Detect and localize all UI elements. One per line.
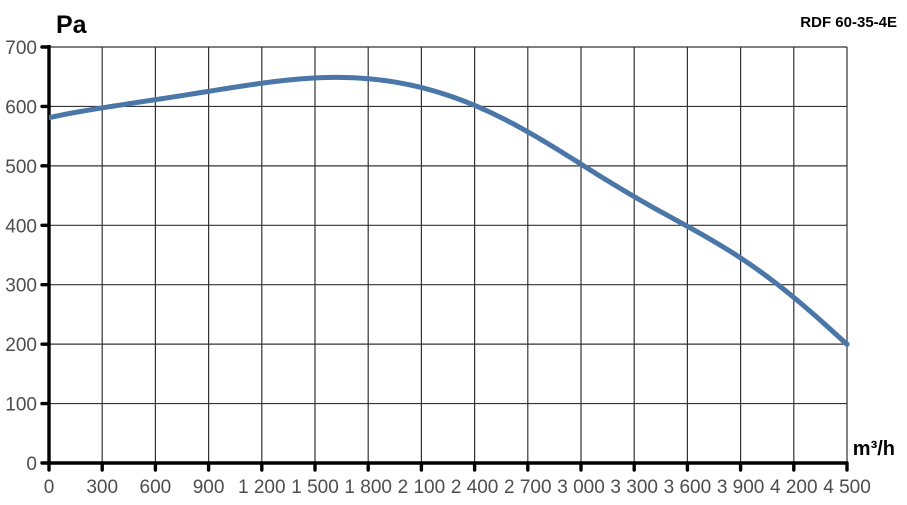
svg-text:2 100: 2 100: [398, 477, 446, 498]
svg-text:3 300: 3 300: [610, 477, 658, 498]
svg-text:700: 700: [5, 38, 37, 59]
svg-text:2 700: 2 700: [504, 477, 552, 498]
svg-text:1 200: 1 200: [238, 477, 286, 498]
svg-text:2 400: 2 400: [451, 477, 499, 498]
svg-text:1 800: 1 800: [344, 477, 392, 498]
svg-text:0: 0: [26, 454, 37, 475]
svg-text:100: 100: [5, 395, 37, 416]
svg-text:3 000: 3 000: [557, 477, 605, 498]
svg-text:500: 500: [5, 157, 37, 178]
svg-text:400: 400: [5, 216, 37, 237]
svg-text:200: 200: [5, 335, 37, 356]
svg-text:1 500: 1 500: [291, 477, 339, 498]
svg-text:600: 600: [5, 97, 37, 118]
svg-text:300: 300: [86, 477, 118, 498]
svg-text:0: 0: [44, 477, 55, 498]
svg-text:4 200: 4 200: [770, 477, 818, 498]
svg-text:300: 300: [5, 276, 37, 297]
svg-text:3 900: 3 900: [717, 477, 765, 498]
svg-text:600: 600: [140, 477, 172, 498]
svg-text:4 500: 4 500: [823, 477, 871, 498]
svg-text:900: 900: [193, 477, 225, 498]
svg-text:3 600: 3 600: [664, 477, 712, 498]
